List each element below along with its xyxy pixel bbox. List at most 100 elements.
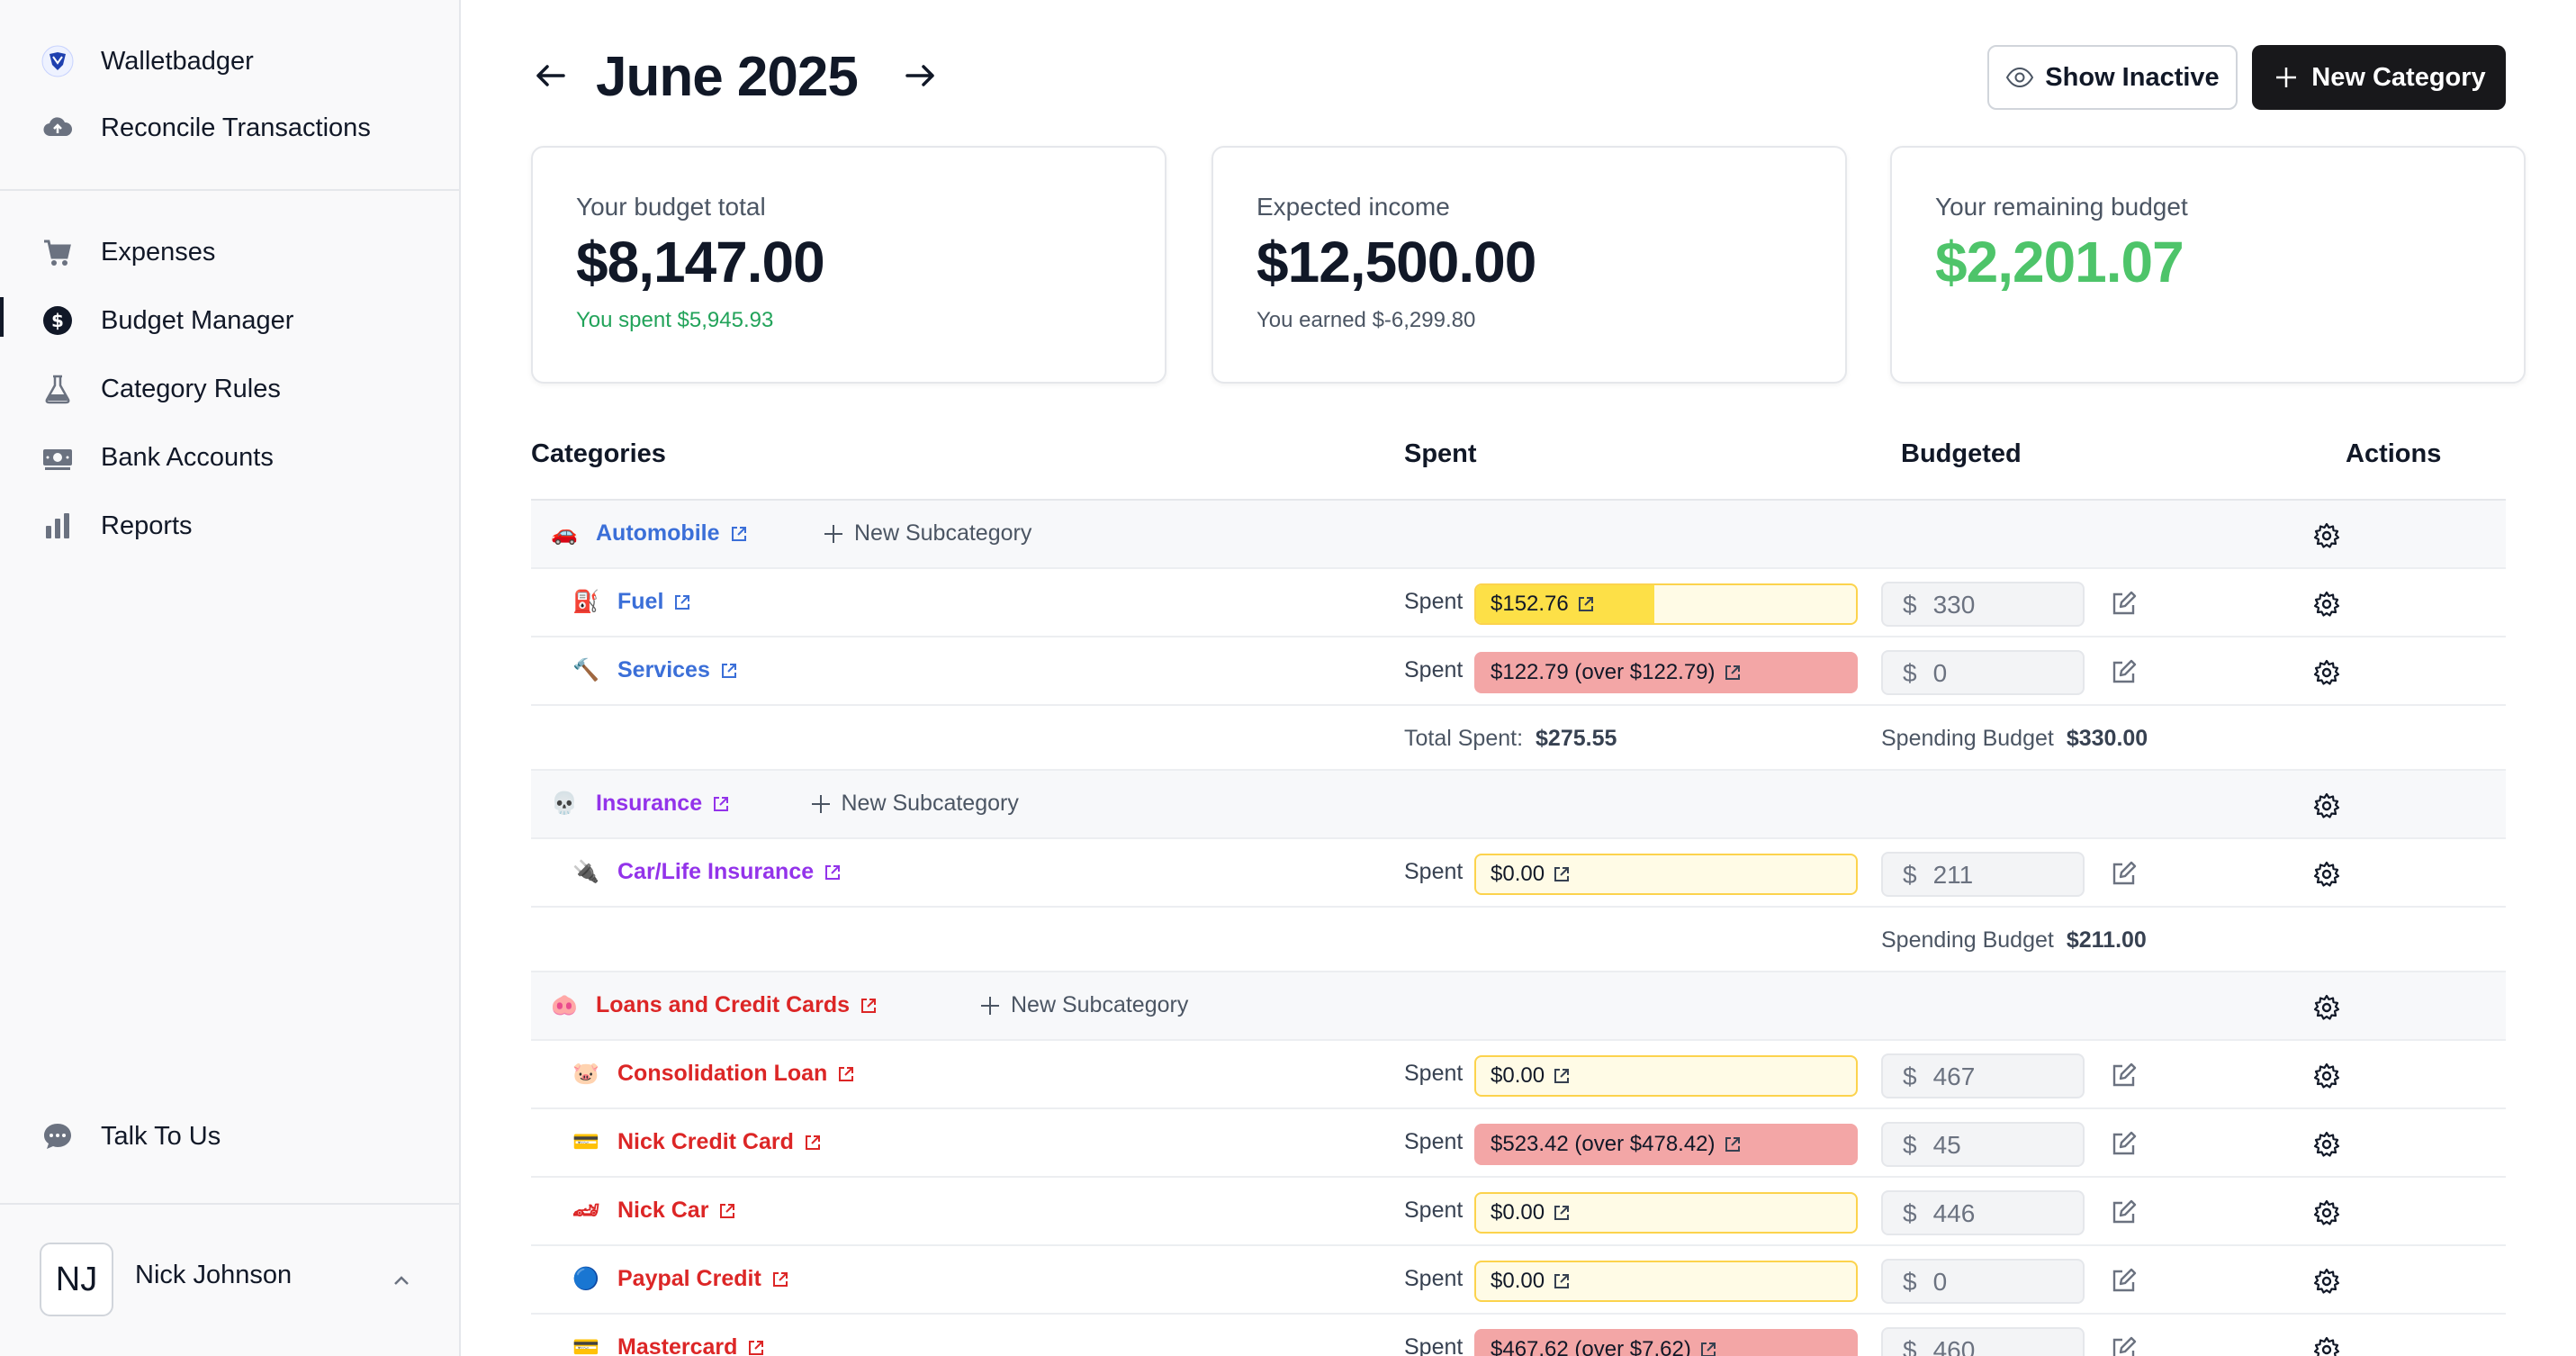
edit-icon[interactable] [2110, 859, 2139, 888]
spent-progress-bar[interactable]: $0.00 [1474, 1192, 1858, 1234]
spent-progress-bar[interactable]: $152.76 [1474, 583, 1858, 625]
settings-gear-icon[interactable] [2313, 1199, 2340, 1226]
external-link-icon[interactable] [803, 1133, 823, 1153]
arrow-right-icon[interactable] [900, 56, 940, 95]
edit-icon[interactable] [2110, 1129, 2139, 1158]
subcategory-label[interactable]: Mastercard [617, 1334, 738, 1356]
budget-input[interactable]: $45 [1881, 1122, 2085, 1167]
budget-input[interactable]: $330 [1881, 582, 2085, 627]
spent-progress-bar[interactable]: $467.62 (over $7.62) [1474, 1329, 1858, 1356]
spent-value: $152.76 [1491, 592, 1569, 616]
spent-amount[interactable]: $122.79 (over $122.79) [1491, 660, 1743, 685]
spending-budget-label: Spending Budget [1881, 927, 2054, 953]
active-indicator [0, 297, 4, 337]
spent-progress-bar[interactable]: $0.00 [1474, 854, 1858, 895]
edit-icon[interactable] [2110, 1266, 2139, 1295]
edit-icon[interactable] [2110, 657, 2139, 686]
new-subcategory-button[interactable]: New Subcategory [822, 520, 1031, 547]
spent-progress-bar[interactable]: $0.00 [1474, 1261, 1858, 1302]
category-label[interactable]: Automobile [596, 520, 720, 546]
subcategory-name[interactable]: 💳 Nick Credit Card [572, 1129, 823, 1155]
group-summary-row: Total Spent: $275.55 Spending Budget $330.0… [531, 706, 2506, 771]
show-inactive-button[interactable]: Show Inactive [1987, 45, 2238, 110]
budget-input[interactable]: $467 [1881, 1053, 2085, 1098]
settings-gear-icon[interactable] [2313, 861, 2340, 888]
subcategory-name[interactable]: 💳 Mastercard [572, 1334, 766, 1356]
new-subcategory-button[interactable]: New Subcategory [809, 791, 1019, 817]
spent-progress-bar[interactable]: $523.42 (over $478.42) [1474, 1124, 1858, 1165]
spent-amount[interactable]: $0.00 [1491, 862, 1572, 887]
settings-gear-icon[interactable] [2313, 1336, 2340, 1356]
subcategory-name[interactable]: 🏎 Nick Car [572, 1198, 737, 1224]
settings-gear-icon[interactable] [2313, 1268, 2340, 1295]
spent-amount[interactable]: $0.00 [1491, 1063, 1572, 1089]
category-label[interactable]: Insurance [596, 791, 703, 816]
avatar[interactable]: NJ [40, 1243, 113, 1316]
chevron-up-icon[interactable] [385, 1264, 418, 1297]
spent-progress-bar[interactable]: $0.00 [1474, 1055, 1858, 1097]
subcategory-label[interactable]: Nick Car [617, 1198, 709, 1223]
sidebar-item-bank-accounts[interactable]: Bank Accounts [38, 430, 274, 484]
external-link-icon[interactable] [672, 592, 692, 612]
external-link-icon[interactable] [746, 1338, 766, 1356]
edit-icon[interactable] [2110, 1334, 2139, 1356]
subcategory-label[interactable]: Consolidation Loan [617, 1061, 828, 1086]
settings-gear-icon[interactable] [2313, 591, 2340, 618]
user-name[interactable]: Nick Johnson [135, 1261, 293, 1289]
settings-gear-icon[interactable] [2313, 1131, 2340, 1158]
settings-gear-icon[interactable] [2313, 522, 2340, 549]
budget-input[interactable]: $0 [1881, 650, 2085, 695]
brand-link[interactable]: Walletbadger [38, 34, 254, 88]
sidebar-item-category-rules[interactable]: Category Rules [38, 362, 281, 416]
external-link-icon[interactable] [717, 1201, 737, 1221]
budget-input[interactable]: $446 [1881, 1190, 2085, 1235]
new-category-button[interactable]: New Category [2252, 45, 2506, 110]
spent-amount[interactable]: $0.00 [1491, 1269, 1572, 1294]
sidebar-item-reconcile[interactable]: Reconcile Transactions [38, 101, 371, 155]
spent-value: $0.00 [1491, 1269, 1545, 1293]
sidebar-item-budget-manager[interactable]: $ Budget Manager [38, 294, 293, 348]
external-link-icon[interactable] [859, 996, 878, 1016]
settings-gear-icon[interactable] [2313, 1062, 2340, 1089]
settings-gear-icon[interactable] [2313, 994, 2340, 1021]
spent-amount[interactable]: $523.42 (over $478.42) [1491, 1132, 1743, 1157]
category-name[interactable]: 🚗 Automobile [551, 520, 749, 547]
subcategory-label[interactable]: Car/Life Insurance [617, 859, 815, 884]
spent-amount[interactable]: $152.76 [1491, 592, 1596, 617]
category-name[interactable]: 💀 Insurance [551, 791, 731, 817]
budget-input[interactable]: $460 [1881, 1327, 2085, 1356]
subcategory-name[interactable]: ⛽ Fuel [572, 589, 692, 615]
subcategory-label[interactable]: Nick Credit Card [617, 1129, 794, 1154]
arrow-left-icon[interactable] [531, 56, 571, 95]
subcategory-name[interactable]: 🔨 Services [572, 657, 739, 683]
external-link-icon[interactable] [711, 794, 731, 814]
sidebar-item-reports[interactable]: Reports [38, 499, 193, 553]
subcategory-label[interactable]: Paypal Credit [617, 1266, 761, 1291]
budget-input[interactable]: $0 [1881, 1259, 2085, 1304]
spent-amount[interactable]: $0.00 [1491, 1200, 1572, 1225]
new-subcategory-button[interactable]: New Subcategory [978, 992, 1188, 1018]
external-link-icon[interactable] [823, 863, 842, 882]
sidebar-item-talk-to-us[interactable]: Talk To Us [38, 1109, 221, 1163]
external-link-icon[interactable] [836, 1064, 856, 1084]
spent-progress-bar[interactable]: $122.79 (over $122.79) [1474, 652, 1858, 693]
subcategory-label[interactable]: Fuel [617, 589, 664, 614]
settings-gear-icon[interactable] [2313, 792, 2340, 819]
external-link-icon[interactable] [729, 524, 749, 544]
subcategory-name[interactable]: 🔌 Car/Life Insurance [572, 859, 842, 885]
category-name[interactable]: 🐽 Loans and Credit Cards [551, 992, 878, 1018]
external-link-icon[interactable] [770, 1270, 790, 1289]
subcategory-name[interactable]: 🔵 Paypal Credit [572, 1266, 790, 1292]
external-link-icon[interactable] [719, 661, 739, 681]
subcategory-name[interactable]: 🐷 Consolidation Loan [572, 1061, 856, 1087]
sidebar-item-expenses[interactable]: Expenses [38, 225, 215, 279]
edit-icon[interactable] [2110, 589, 2139, 618]
settings-gear-icon[interactable] [2313, 659, 2340, 686]
budget-input[interactable]: $211 [1881, 852, 2085, 897]
subcategory-label[interactable]: Services [617, 657, 710, 683]
spent-amount[interactable]: $467.62 (over $7.62) [1491, 1337, 1718, 1356]
edit-icon[interactable] [2110, 1061, 2139, 1089]
edit-icon[interactable] [2110, 1198, 2139, 1226]
category-label[interactable]: Loans and Credit Cards [596, 992, 850, 1017]
currency-symbol: $ [1903, 1336, 1917, 1356]
